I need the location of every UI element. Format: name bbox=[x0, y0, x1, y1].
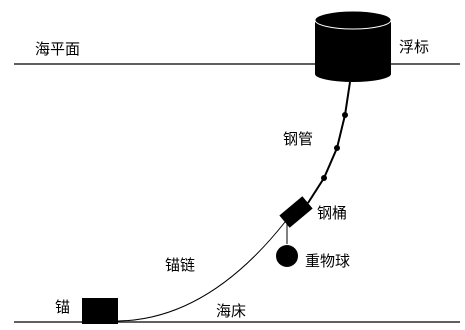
pipe-joint bbox=[321, 175, 327, 181]
anchor-chain-label: 锚链 bbox=[165, 256, 195, 274]
steel-pipe bbox=[307, 81, 351, 204]
seabed-label: 海床 bbox=[216, 302, 246, 320]
weight-ball bbox=[276, 245, 298, 267]
weight-ball-label: 重物球 bbox=[305, 252, 350, 270]
pipe-joint bbox=[334, 145, 340, 151]
anchor bbox=[82, 298, 118, 324]
pipe-joint bbox=[342, 112, 348, 118]
steel-pipe-label: 钢管 bbox=[283, 130, 313, 148]
buoy-label: 浮标 bbox=[399, 38, 429, 56]
buoy-top bbox=[314, 10, 392, 30]
anchor-label: 锚 bbox=[55, 298, 70, 316]
steel-drum bbox=[279, 196, 313, 228]
anchor-chain bbox=[117, 221, 286, 322]
buoy-body bbox=[315, 20, 391, 82]
buoy bbox=[314, 10, 392, 82]
steel-drum-label: 钢桶 bbox=[317, 204, 347, 222]
sea-surface-label: 海平面 bbox=[35, 40, 80, 58]
